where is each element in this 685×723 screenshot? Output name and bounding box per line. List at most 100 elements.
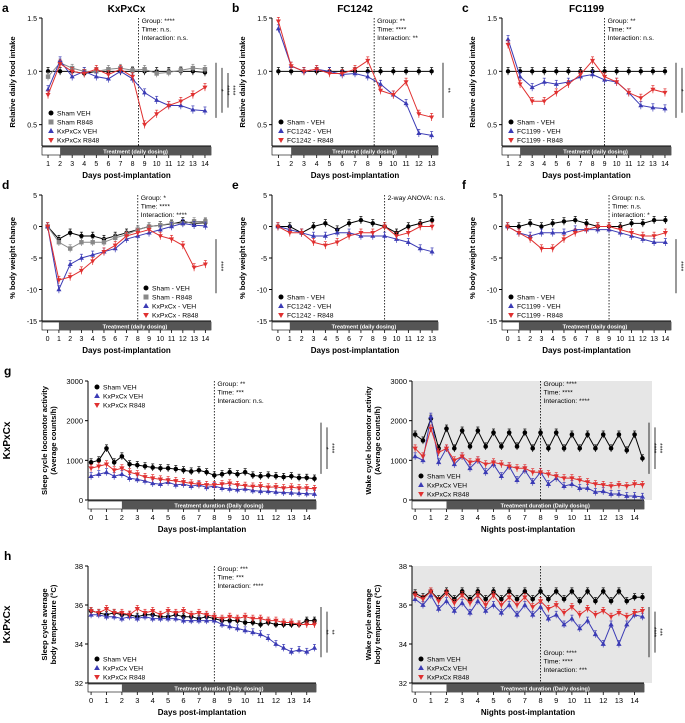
data-point xyxy=(459,600,465,605)
data-point xyxy=(405,231,411,236)
data-point xyxy=(211,614,217,620)
data-point xyxy=(227,481,233,487)
data-point xyxy=(101,249,107,255)
significance-stars: ** xyxy=(683,88,685,94)
series-fc1242-veh xyxy=(275,222,435,256)
x-tick-label: 1 xyxy=(104,696,108,705)
legend-label: FC1242 - R848 xyxy=(287,313,334,320)
data-point xyxy=(101,240,107,245)
y-tick-label: 1000 xyxy=(390,456,407,465)
y-tick-label: 0.5 xyxy=(257,123,267,130)
x-tick-label: 14 xyxy=(303,513,311,522)
panel-letter: h xyxy=(4,549,11,563)
series-line xyxy=(90,471,315,495)
x-tick-label: 4 xyxy=(315,161,319,168)
data-point xyxy=(45,93,51,98)
data-point xyxy=(538,230,544,235)
y-tick-label: 34 xyxy=(75,640,83,649)
x-tick-label: 2 xyxy=(289,161,293,168)
data-point xyxy=(370,221,375,226)
y-tick-label: 0 xyxy=(33,225,37,232)
x-tick-label: 2 xyxy=(300,336,304,343)
data-point xyxy=(483,596,488,602)
data-point xyxy=(165,478,171,483)
x-tick-label: 5 xyxy=(94,161,98,168)
data-point xyxy=(522,430,528,435)
chart-panel-g2: 0 1000 2000 3000 Treatment duration (Daily d… xyxy=(364,377,663,534)
x-tick-label: 10 xyxy=(393,336,401,343)
y-axis-label: Relative daily food intake xyxy=(8,36,17,127)
data-point xyxy=(602,69,607,74)
data-point xyxy=(577,446,583,451)
data-point xyxy=(467,444,473,449)
legend-label: KxPxCx - VEH xyxy=(152,304,196,311)
x-tick-label: 8 xyxy=(538,696,542,705)
data-point xyxy=(299,231,305,236)
data-point xyxy=(632,594,637,600)
data-point xyxy=(428,426,434,432)
data-point xyxy=(382,224,388,230)
x-tick-label: 10 xyxy=(613,161,621,168)
treatment-bar-label: Treatment duration (Daily dosing) xyxy=(501,686,590,692)
data-point xyxy=(662,90,668,96)
data-point xyxy=(577,72,583,78)
significance-stars: **** xyxy=(650,627,657,638)
legend-label: KxPxCx R848 xyxy=(103,403,146,410)
legend-marker xyxy=(278,119,284,125)
x-tick-label: 1 xyxy=(288,336,292,343)
x-tick-label: 5 xyxy=(335,336,339,343)
legend-marker xyxy=(508,294,514,300)
treatment-bar xyxy=(121,684,316,692)
data-point xyxy=(90,233,95,239)
data-point xyxy=(650,69,656,74)
data-point xyxy=(188,481,194,487)
significance-stars: **** xyxy=(650,443,657,454)
data-point xyxy=(600,483,606,488)
x-tick-label: 11 xyxy=(257,513,265,522)
data-point xyxy=(265,473,271,478)
data-point xyxy=(142,475,148,480)
x-tick-label: 3 xyxy=(135,696,139,705)
data-point xyxy=(569,476,575,481)
data-point xyxy=(180,480,187,485)
significance-stars: **** xyxy=(328,443,335,454)
data-point xyxy=(403,100,409,106)
series-sham-veh xyxy=(412,414,645,462)
x-tick-label: 6 xyxy=(113,336,117,343)
legend-marker xyxy=(418,473,424,479)
data-point xyxy=(553,430,559,435)
data-point xyxy=(416,130,422,135)
data-point xyxy=(600,432,606,437)
data-point xyxy=(514,603,520,608)
data-point xyxy=(81,71,87,77)
data-point xyxy=(592,482,599,487)
data-point xyxy=(640,456,645,461)
data-point xyxy=(624,621,630,627)
x-tick-label: 5 xyxy=(554,161,558,168)
treatment-bar-label: Treatment duration (Daily dosing) xyxy=(174,503,263,509)
data-point xyxy=(650,87,656,93)
treatment-bar-label: Treatment duration (Daily dosing) xyxy=(501,503,590,509)
x-tick-label: 14 xyxy=(201,336,209,343)
x-tick-label: 9 xyxy=(554,696,558,705)
data-point xyxy=(104,446,109,451)
x-tick-label: 9 xyxy=(383,336,387,343)
series-fc1242-r848 xyxy=(275,17,435,122)
data-point xyxy=(157,612,164,618)
y-tick-label: 34 xyxy=(399,640,407,649)
data-point xyxy=(651,234,657,239)
data-point xyxy=(258,622,263,627)
x-tick-label: 0 xyxy=(46,336,50,343)
stats-text: Interaction: **** xyxy=(141,212,187,219)
data-point xyxy=(134,462,140,468)
y-tick-label: 1.0 xyxy=(487,69,497,76)
data-point xyxy=(436,599,442,604)
series-sham-veh xyxy=(88,606,317,629)
data-point xyxy=(126,612,133,618)
data-point xyxy=(190,93,196,98)
series-sham-veh xyxy=(275,216,435,237)
data-point xyxy=(537,470,544,475)
y-tick-label: 1.5 xyxy=(257,16,267,23)
data-point xyxy=(629,231,635,236)
